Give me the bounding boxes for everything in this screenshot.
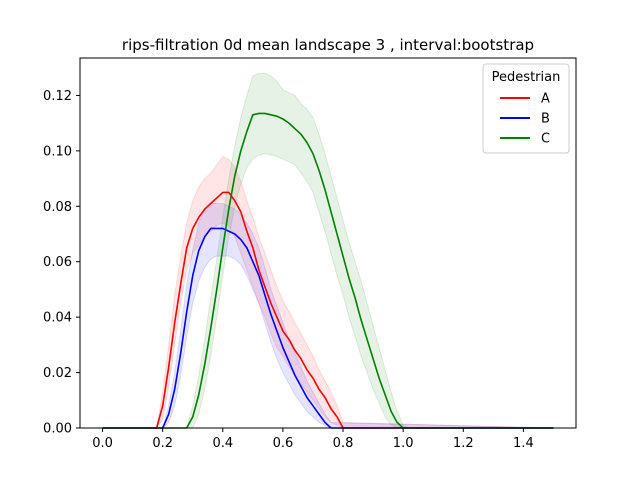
y-tick-label: 0.06 bbox=[43, 255, 72, 270]
legend-items: ABC bbox=[500, 92, 550, 147]
x-tick-label: 0.2 bbox=[152, 436, 173, 451]
y-tick-label: 0.00 bbox=[43, 422, 72, 437]
x-tick-label: 0.4 bbox=[212, 436, 233, 451]
line-C bbox=[102, 112, 554, 429]
series-lines bbox=[102, 112, 554, 429]
x-tick-label: 0.6 bbox=[273, 436, 294, 451]
x-axis: 0.0 0.2 0.4 0.6 0.8 1.0 1.2 1.4 bbox=[92, 428, 534, 451]
x-tick-label: 1.2 bbox=[453, 436, 474, 451]
x-tick-label: 1.0 bbox=[393, 436, 414, 451]
band-C bbox=[102, 72, 554, 429]
line-A bbox=[102, 191, 554, 429]
x-tick-label: 1.4 bbox=[513, 436, 534, 451]
legend-label-B: B bbox=[541, 112, 550, 127]
y-tick-label: 0.08 bbox=[43, 200, 72, 215]
legend-label-C: C bbox=[541, 132, 550, 147]
y-tick-label: 0.04 bbox=[43, 311, 72, 326]
y-tick-label: 0.10 bbox=[43, 144, 72, 159]
y-tick-label: 0.12 bbox=[43, 89, 72, 104]
legend: Pedestrian ABC bbox=[482, 63, 570, 154]
chart-title: rips-filtration 0d mean landscape 3 , in… bbox=[122, 36, 534, 54]
x-tick-label: 0.8 bbox=[333, 436, 354, 451]
y-axis: 0.00 0.02 0.04 0.06 0.08 0.10 0.12 bbox=[43, 89, 80, 437]
legend-box bbox=[482, 63, 570, 154]
x-tick-label: 0.0 bbox=[92, 436, 113, 451]
plot-frame bbox=[79, 57, 577, 429]
y-tick-label: 0.02 bbox=[43, 366, 72, 381]
legend-title: Pedestrian bbox=[492, 70, 561, 85]
legend-label-A: A bbox=[541, 92, 550, 107]
line-B bbox=[102, 227, 554, 429]
